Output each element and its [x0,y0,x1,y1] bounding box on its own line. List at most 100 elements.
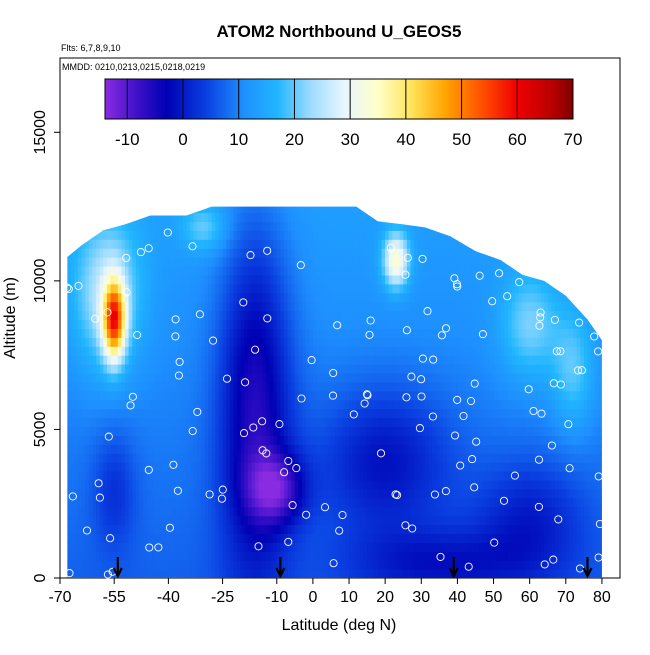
heatmap-cell [294,560,300,570]
heatmap-cell [323,221,328,231]
heatmap-cell [294,239,300,249]
heatmap-cell [240,399,245,410]
heatmap-cell [298,239,303,249]
heatmap-cell [385,462,390,472]
heatmap-cell [88,346,94,356]
heatmap-cell [146,497,151,508]
heatmap-cell [396,408,401,419]
heatmap-cell [406,310,412,321]
heatmap-cell [204,551,209,561]
heatmap-cell [193,453,198,463]
heatmap-cell [298,310,303,321]
heatmap-cell [128,462,133,472]
heatmap-cell [327,328,332,338]
heatmap-cell [349,310,354,321]
heatmap-cell [150,266,155,276]
heatmap-cell [298,390,303,401]
heatmap-cell [352,417,357,428]
heatmap-cell [327,221,332,231]
heatmap-cell [179,435,184,445]
heatmap-cell [244,453,249,463]
heatmap-cell [175,524,180,535]
heatmap-cell [204,372,209,383]
heatmap-cell [244,355,249,365]
heatmap-cell [396,569,401,578]
heatmap-cell [99,399,104,410]
heatmap-cell [106,283,112,294]
heatmap-cell [186,444,191,454]
heatmap-cell [349,426,354,436]
heatmap-cell [208,399,213,410]
heatmap-cell [161,337,166,347]
heatmap-cell [179,569,184,578]
heatmap-cell [153,292,159,303]
heatmap-cell [226,283,231,294]
heatmap-cell [414,435,419,445]
heatmap-cell [255,417,260,428]
heatmap-cell [403,471,408,481]
heatmap-cell [135,248,141,258]
heatmap-cell [446,533,451,543]
heatmap-cell [349,408,354,419]
heatmap-cell [320,462,325,472]
heatmap-cell [168,390,173,401]
heatmap-cell [135,488,141,499]
heatmap-cell [99,390,104,401]
heatmap-cell [327,479,332,490]
heatmap-cell [294,283,300,294]
heatmap-cell [370,364,375,374]
heatmap-cell [262,328,267,338]
heatmap-cell [157,399,162,410]
heatmap-cell [435,569,440,578]
heatmap-cell [204,435,209,445]
heatmap-cell [464,301,469,312]
heatmap-cell [316,551,321,561]
heatmap-cell [424,257,430,267]
heatmap-cell [280,328,285,338]
heatmap-cell [125,426,130,436]
heatmap-cell [121,301,126,312]
heatmap-cell [410,569,415,578]
heatmap-cell [262,399,267,410]
heatmap-cell [273,381,278,392]
heatmap-cell [96,462,101,472]
heatmap-cell [341,301,347,312]
heatmap-cell [132,390,137,401]
heatmap-cell [367,479,372,490]
heatmap-cell [471,248,477,258]
heatmap-cell [117,337,123,347]
heatmap-cell [197,435,202,445]
heatmap-cell [121,221,126,231]
heatmap-cell [135,390,141,401]
heatmap-cell [172,230,177,240]
heatmap-cell [161,381,166,392]
heatmap-cell [193,212,198,223]
heatmap-cell [475,364,480,374]
heatmap-cell [229,310,235,321]
heatmap-cell [74,257,79,267]
heatmap-cell [222,524,227,535]
heatmap-cell [175,551,180,561]
heatmap-cell [193,551,198,561]
heatmap-cell [417,426,422,436]
heatmap-cell [363,444,368,454]
heatmap-cell [461,390,466,401]
heatmap-cell [200,319,206,329]
heatmap-cell [406,542,412,552]
heatmap-cell [99,292,104,303]
heatmap-cell [218,337,224,347]
heatmap-cell [298,497,303,508]
heatmap-cell [338,266,343,276]
heatmap-cell [117,524,123,535]
heatmap-cell [388,346,393,356]
heatmap-cell [135,292,141,303]
heatmap-cell [442,346,448,356]
heatmap-cell [128,408,133,419]
heatmap-cell [204,533,209,543]
heatmap-cell [403,462,408,472]
heatmap-cell [338,399,343,410]
heatmap-cell [320,426,325,436]
heatmap-cell [392,283,397,294]
heatmap-cell [70,390,76,401]
heatmap-cell [182,239,188,249]
